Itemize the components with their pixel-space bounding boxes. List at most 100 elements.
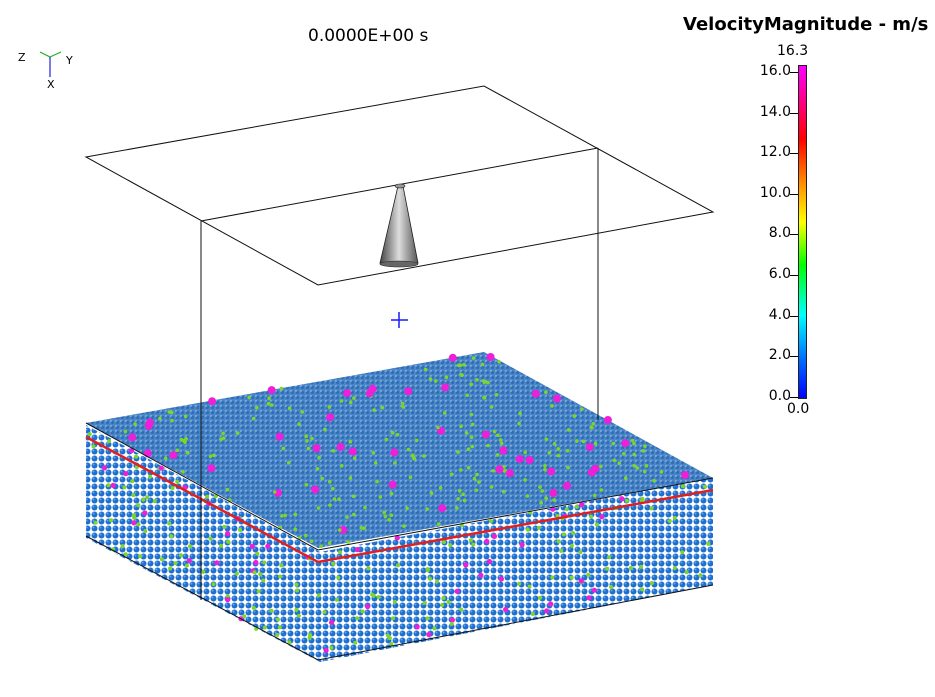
- particle: [559, 548, 564, 553]
- particle: [605, 566, 610, 571]
- particle: [163, 456, 168, 461]
- particle: [376, 595, 381, 600]
- particle: [499, 441, 504, 446]
- particle: [491, 533, 497, 540]
- particle: [320, 476, 324, 481]
- particle: [173, 561, 178, 566]
- particle: [208, 536, 213, 541]
- particle: [266, 401, 271, 406]
- particle: [495, 453, 500, 457]
- particle: [594, 522, 599, 527]
- particle: [652, 479, 656, 483]
- particle: [168, 566, 173, 571]
- particle: [607, 555, 611, 560]
- particle: [414, 438, 419, 443]
- particle: [131, 493, 136, 498]
- particle: [549, 489, 558, 497]
- legend-tick-mark: [790, 193, 798, 195]
- particle: [527, 584, 532, 589]
- particle: [179, 553, 183, 558]
- particle: [586, 595, 592, 601]
- legend-min-label: 0.0: [787, 401, 810, 417]
- particle: [482, 395, 487, 400]
- particle: [213, 494, 218, 499]
- particle: [544, 608, 550, 614]
- particle: [578, 578, 584, 584]
- particle: [270, 403, 274, 407]
- particle: [470, 422, 475, 427]
- particle: [170, 486, 175, 491]
- particle: [475, 378, 479, 382]
- particle: [400, 401, 405, 406]
- particle: [491, 469, 496, 473]
- particle: [632, 452, 636, 457]
- particle: [484, 538, 490, 544]
- particle: [312, 444, 321, 453]
- particle: [617, 461, 621, 466]
- particle: [276, 617, 280, 622]
- particle: [145, 495, 150, 500]
- particle: [327, 541, 332, 545]
- particle: [640, 587, 645, 592]
- particle: [383, 514, 388, 519]
- particle: [468, 538, 473, 543]
- particle: [672, 515, 677, 520]
- bed-bottom-outline: [85, 535, 714, 661]
- particle: [538, 485, 542, 489]
- legend-tick-label: 14.0: [759, 103, 791, 120]
- particle: [548, 601, 554, 607]
- particle: [315, 467, 320, 471]
- particle: [563, 481, 571, 490]
- particle: [265, 543, 271, 550]
- particle-bed-side: [86, 425, 713, 662]
- particle: [394, 535, 400, 541]
- particle: [544, 496, 548, 501]
- particle: [304, 434, 309, 439]
- particle: [641, 449, 646, 453]
- particle: [599, 488, 604, 492]
- particle: [471, 542, 476, 547]
- particle: [565, 448, 570, 453]
- particle: [159, 557, 164, 562]
- particle: [471, 356, 476, 360]
- particle: [267, 396, 271, 401]
- particle: [539, 500, 543, 505]
- particle: [343, 389, 352, 398]
- particle: [184, 437, 188, 441]
- particle: [133, 422, 137, 426]
- particle: [523, 450, 527, 455]
- particle: [593, 441, 598, 446]
- particle: [619, 496, 625, 502]
- particle: [499, 438, 503, 442]
- particle: [434, 379, 438, 383]
- particle: [436, 425, 440, 430]
- particle: [494, 393, 499, 397]
- particle: [540, 489, 544, 493]
- legend-tick-mark: [790, 396, 798, 398]
- particle: [183, 414, 188, 419]
- legend-tick-label: 12.0: [759, 144, 791, 161]
- particle: [482, 380, 487, 385]
- legend-tick-label: 8.0: [768, 225, 791, 242]
- legend-tick-mark: [790, 72, 798, 73]
- particle: [408, 475, 413, 480]
- particle: [410, 453, 415, 458]
- particle: [310, 436, 314, 441]
- particle: [226, 539, 231, 544]
- particle: [281, 446, 286, 451]
- particle: [251, 416, 256, 421]
- particle: [649, 506, 654, 511]
- particle: [336, 575, 341, 580]
- particle: [569, 543, 574, 548]
- particle: [628, 566, 633, 570]
- particle: [470, 444, 475, 449]
- particle: [589, 514, 594, 519]
- particle: [328, 503, 332, 508]
- particle: [221, 436, 226, 440]
- legend-tick-label: 0.0: [768, 387, 791, 404]
- particle: [225, 594, 230, 599]
- particle: [110, 482, 116, 488]
- particle: [556, 447, 561, 451]
- particle: [225, 487, 230, 492]
